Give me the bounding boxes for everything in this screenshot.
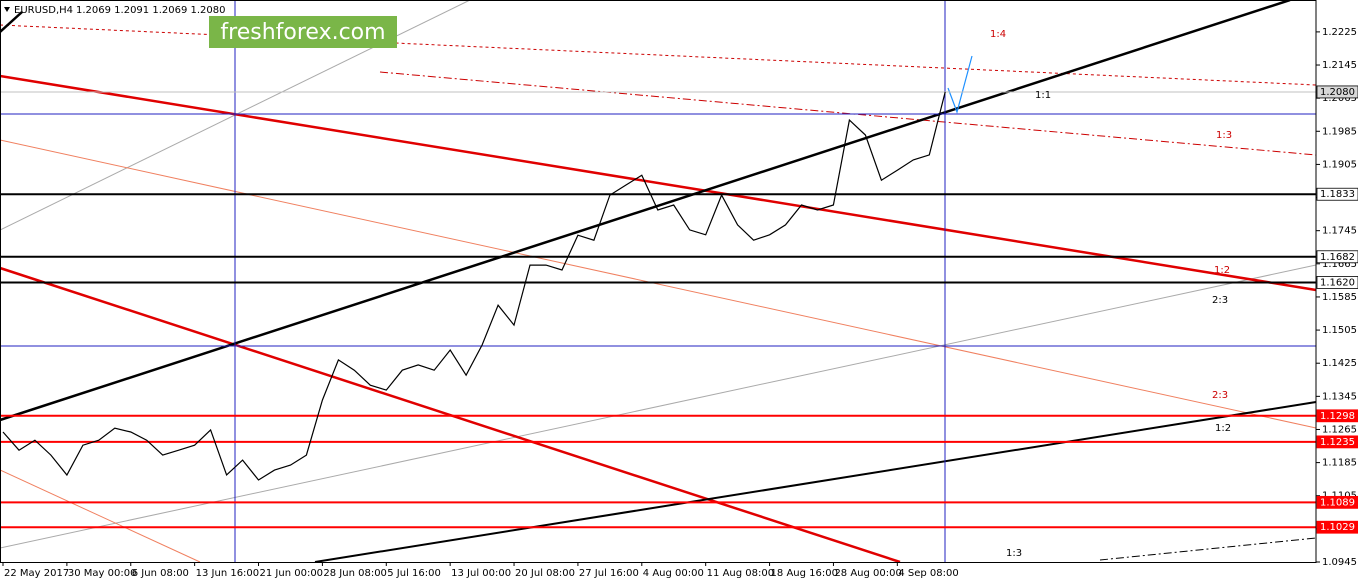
fan-label: 1:4 — [990, 29, 1006, 40]
x-tick-label: 22 May 2017 — [4, 568, 69, 579]
x-tick-label: 6 Jun 08:00 — [132, 568, 189, 579]
x-tick-label: 11 Aug 08:00 — [707, 568, 774, 579]
level-label: 1.1089 — [1320, 497, 1355, 508]
fan-label: 1:3 — [1216, 130, 1232, 141]
x-tick-label: 18 Aug 16:00 — [771, 568, 838, 579]
x-tick-label: 27 Jul 16:00 — [579, 568, 639, 579]
level-box — [1316, 409, 1358, 423]
x-tick-label: 4 Aug 00:00 — [643, 568, 704, 579]
fan-label: 2:3 — [1212, 390, 1228, 401]
level-label: 1.1620 — [1320, 277, 1355, 288]
level-box — [1316, 435, 1358, 449]
fan-label: 1:2 — [1214, 265, 1230, 276]
levels — [0, 91, 1316, 529]
y-tick-label: 1.2145 — [1322, 60, 1357, 71]
x-tick-label: 4 Sep 08:00 — [898, 568, 958, 579]
projection-arrow — [947, 55, 973, 114]
level-label: 1.1029 — [1320, 522, 1355, 533]
fan-label: 2:3 — [1212, 295, 1228, 306]
time-axis — [0, 562, 1316, 584]
y-tick-label: 1.1505 — [1322, 325, 1357, 336]
fan-line — [0, 11, 23, 33]
level-label: 1.1235 — [1320, 437, 1355, 448]
fan-line — [0, 74, 1317, 292]
x-tick-label: 13 Jul 00:00 — [451, 568, 511, 579]
y-tick-label: 1.1425 — [1322, 358, 1357, 369]
level-box — [1316, 276, 1358, 289]
fan-line — [0, 469, 201, 563]
y-tick-label: 1.1585 — [1322, 292, 1357, 303]
y-tick-label: 1.1665 — [1322, 259, 1357, 270]
fan-label: 1:2 — [1215, 423, 1231, 434]
y-tick-label: 1.1345 — [1322, 391, 1357, 402]
level-box — [1316, 250, 1358, 264]
level-box — [1316, 85, 1358, 99]
y-tick-label: 1.2225 — [1322, 27, 1357, 38]
x-tick-label: 13 Jun 16:00 — [196, 568, 260, 579]
fan-label: 1:1 — [1035, 90, 1051, 101]
y-tick-label: 1.2065 — [1322, 93, 1357, 104]
level-box — [1316, 520, 1358, 534]
fan-line — [1099, 537, 1317, 561]
fan-line — [0, 139, 1317, 429]
level-label: 1.1298 — [1320, 411, 1355, 422]
frame — [0, 0, 1317, 563]
price — [2, 91, 946, 481]
y-tick-label: 1.0945 — [1322, 557, 1357, 568]
y-tick-label: 1.1905 — [1322, 159, 1357, 170]
x-tick-label: 30 May 00:00 — [68, 568, 137, 579]
x-tick-label: 21 Jun 00:00 — [260, 568, 324, 579]
fan-line — [0, 0, 1291, 422]
watermark-box — [209, 16, 397, 48]
symbol: EURUSD,H4 — [14, 5, 73, 16]
x-tick-label: 28 Aug 00:00 — [834, 568, 901, 579]
axes: 1.09451.10251.11051.11851.12651.13451.14… — [2, 27, 1358, 579]
x-tick-label: 28 Jun 08:00 — [323, 568, 387, 579]
fan-label: 1:3 — [1006, 548, 1022, 559]
menu-icon — [4, 7, 10, 12]
level-label: 1.1833 — [1320, 189, 1355, 200]
y-tick-label: 1.1745 — [1322, 226, 1357, 237]
y-tick-label: 1.1985 — [1322, 126, 1357, 137]
x-tick-label: 20 Jul 08:00 — [515, 568, 575, 579]
level-box — [1316, 495, 1358, 509]
level-label: 1.1682 — [1320, 252, 1355, 263]
y-tick-label: 1.1265 — [1322, 424, 1357, 435]
watermark: freshforex.com — [220, 20, 385, 45]
fan-line — [314, 401, 1317, 563]
level-label: 1.2080 — [1320, 87, 1355, 98]
price-line — [2, 91, 946, 481]
y-tick-label: 1.1185 — [1322, 458, 1357, 469]
quote: 1.2069 1.2091 1.2069 1.2080 — [76, 5, 226, 16]
level-box — [1316, 187, 1358, 201]
x-tick-label: 5 Jul 16:00 — [387, 568, 441, 579]
fan-line — [0, 264, 1317, 549]
